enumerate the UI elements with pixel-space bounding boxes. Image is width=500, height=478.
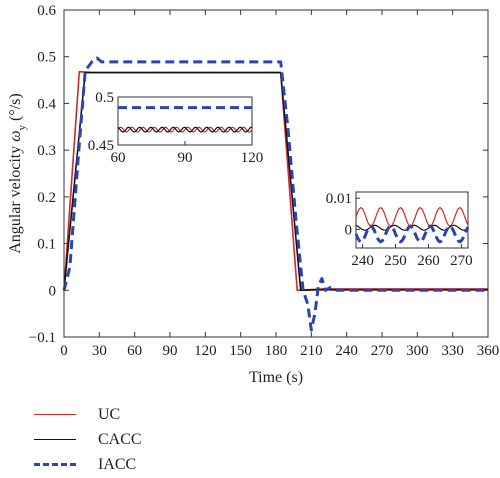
y-tick-label: 0.4	[37, 96, 56, 112]
legend: UC CACC IACC	[34, 402, 142, 477]
y-axis-label-symbol: ω	[7, 130, 24, 141]
inset-frame	[117, 96, 253, 146]
y-axis-label-unit: (°/s)	[7, 93, 24, 125]
inset-x-tick-label: 120	[241, 150, 264, 166]
chart-svg: 0 30 60 90 120 150 180 210 240 270 300 330 360−0.100…	[7, 3, 499, 386]
x-tick-label: 210	[300, 343, 323, 359]
series-line-iacc	[62, 56, 488, 332]
y-tick-label: 0.5	[37, 50, 56, 66]
x-tick-label: 90	[163, 343, 178, 359]
x-tick-label: 300	[406, 343, 429, 359]
legend-item-iacc: IACC	[34, 452, 142, 477]
inset-x-tick-label: 90	[178, 150, 193, 166]
y-tick-label: −0.1	[29, 330, 56, 346]
y-tick-label: 0	[49, 283, 57, 299]
y-tick-label: 0.6	[37, 3, 56, 19]
legend-swatch-iacc	[34, 463, 76, 466]
inset-frame	[355, 191, 469, 249]
main-axes: 0 30 60 90 120 150 180 210 240 270 300 330 360−0.100…	[29, 3, 499, 359]
x-tick-label: 270	[371, 343, 394, 359]
y-tick-label: 0.1	[37, 237, 56, 253]
y-tick-label: 0.3	[37, 143, 56, 159]
x-tick-label: 60	[127, 343, 142, 359]
y-tick-label: 0.2	[37, 190, 56, 206]
x-tick-label: 30	[92, 343, 107, 359]
inset-x-tick-label: 260	[417, 253, 440, 269]
inset-series-line-uc	[117, 126, 253, 133]
inset-y-tick-label: 0	[345, 222, 353, 238]
inset-series-line-cacc	[117, 126, 252, 133]
plot-frame	[63, 9, 489, 338]
x-tick-label: 120	[194, 343, 217, 359]
x-tick-label: 330	[441, 343, 464, 359]
x-tick-label: 150	[229, 343, 252, 359]
legend-label-uc: UC	[98, 405, 121, 423]
legend-item-uc: UC	[34, 402, 142, 427]
inset-y-tick-label: 0.01	[326, 191, 352, 207]
inset-x-tick-label: 240	[351, 253, 374, 269]
inset-2: 240 250 260 270 0 0.01	[326, 191, 473, 269]
x-tick-label: 240	[335, 343, 358, 359]
legend-label-cacc: CACC	[98, 430, 142, 448]
x-axis-label: Time (s)	[249, 369, 303, 386]
inset-x-tick-label: 250	[384, 253, 407, 269]
y-axis-label-text: Angular velocity	[7, 142, 24, 254]
x-tick-label: 180	[265, 343, 288, 359]
x-tick-label: 0	[60, 343, 68, 359]
legend-swatch-uc	[34, 414, 76, 415]
legend-swatch-cacc	[34, 439, 76, 440]
y-axis-label: Angular velocity ωy (°/s)	[7, 93, 28, 254]
inset-series-line-iacc	[354, 224, 470, 244]
inset-series-line-uc	[355, 206, 469, 227]
legend-item-cacc: CACC	[34, 427, 142, 452]
y-axis-label-subscript: y	[16, 124, 28, 130]
x-tick-label: 360	[477, 343, 500, 359]
inset-x-tick-label: 60	[111, 150, 126, 166]
inset-1: 60 90 120 0.45 0.5	[88, 90, 264, 166]
legend-label-iacc: IACC	[98, 455, 137, 473]
inset-y-tick-label: 0.5	[95, 90, 114, 106]
inset-y-tick-label: 0.45	[88, 138, 114, 154]
inset-x-tick-label: 270	[450, 253, 473, 269]
main-series-layer	[62, 56, 488, 332]
